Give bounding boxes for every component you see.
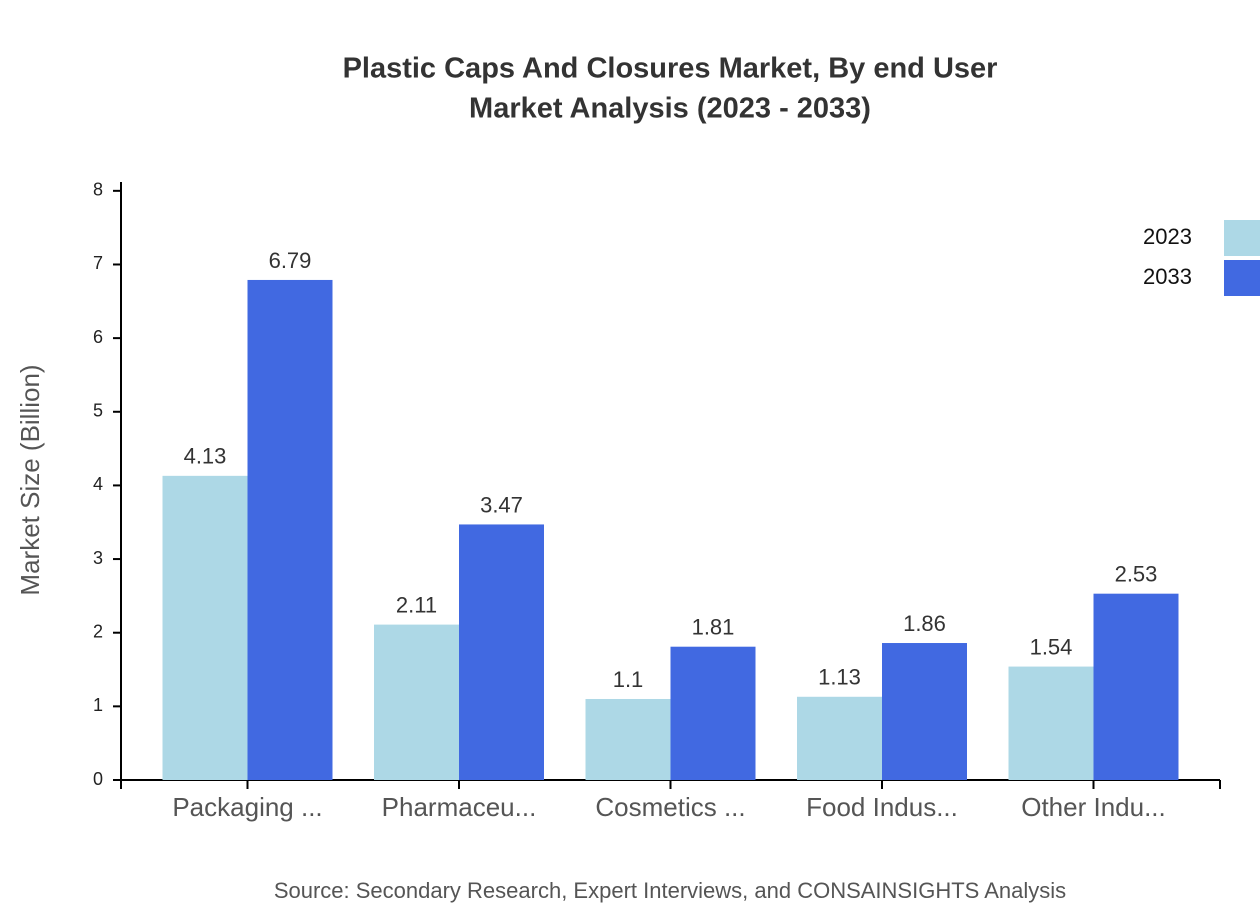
y-tick-label: 8	[93, 180, 103, 200]
value-label: 1.1	[613, 667, 644, 692]
value-label: 1.81	[692, 615, 735, 640]
x-tick-label: Other Indu...	[1021, 792, 1166, 822]
y-tick-label: 3	[93, 548, 103, 568]
bar	[797, 696, 882, 780]
legend-swatch	[1224, 220, 1260, 256]
value-label: 1.13	[818, 665, 861, 690]
legend-label: 2033	[1143, 264, 1192, 289]
chart-subtitle: Market Analysis (2023 - 2033)	[469, 93, 871, 125]
bar	[585, 698, 671, 780]
value-label: 4.13	[184, 444, 227, 469]
bar	[882, 643, 967, 780]
bar	[162, 475, 248, 780]
chart-title: Plastic Caps And Closures Market, By end…	[343, 53, 998, 85]
y-tick-label: 2	[93, 621, 103, 641]
x-tick-label: Pharmaceu...	[382, 792, 537, 822]
value-label: 2.53	[1115, 561, 1158, 586]
bar	[1008, 666, 1094, 780]
x-tick-label: Cosmetics ...	[595, 792, 745, 822]
y-tick-label: 0	[93, 769, 103, 789]
bar	[670, 646, 756, 780]
x-tick-label: Packaging ...	[172, 792, 322, 822]
value-label: 6.79	[269, 248, 312, 273]
value-label: 1.54	[1030, 634, 1073, 659]
bar	[1093, 593, 1179, 780]
bar	[374, 624, 459, 780]
value-label: 2.11	[396, 592, 437, 617]
y-tick-label: 7	[93, 253, 103, 273]
source-note: Source: Secondary Research, Expert Inter…	[274, 878, 1066, 903]
y-axis-label: Market Size (Billion)	[15, 364, 45, 595]
y-tick-label: 6	[93, 327, 103, 347]
bar	[247, 279, 333, 780]
value-label: 1.86	[903, 611, 946, 636]
y-tick-label: 5	[93, 401, 103, 421]
bar	[459, 524, 544, 780]
y-tick-label: 1	[93, 695, 103, 715]
value-label: 3.47	[480, 492, 523, 517]
x-tick-label: Food Indus...	[806, 792, 958, 822]
y-tick-label: 4	[93, 474, 103, 494]
legend-swatch	[1224, 260, 1260, 296]
legend-label: 2023	[1143, 224, 1192, 249]
